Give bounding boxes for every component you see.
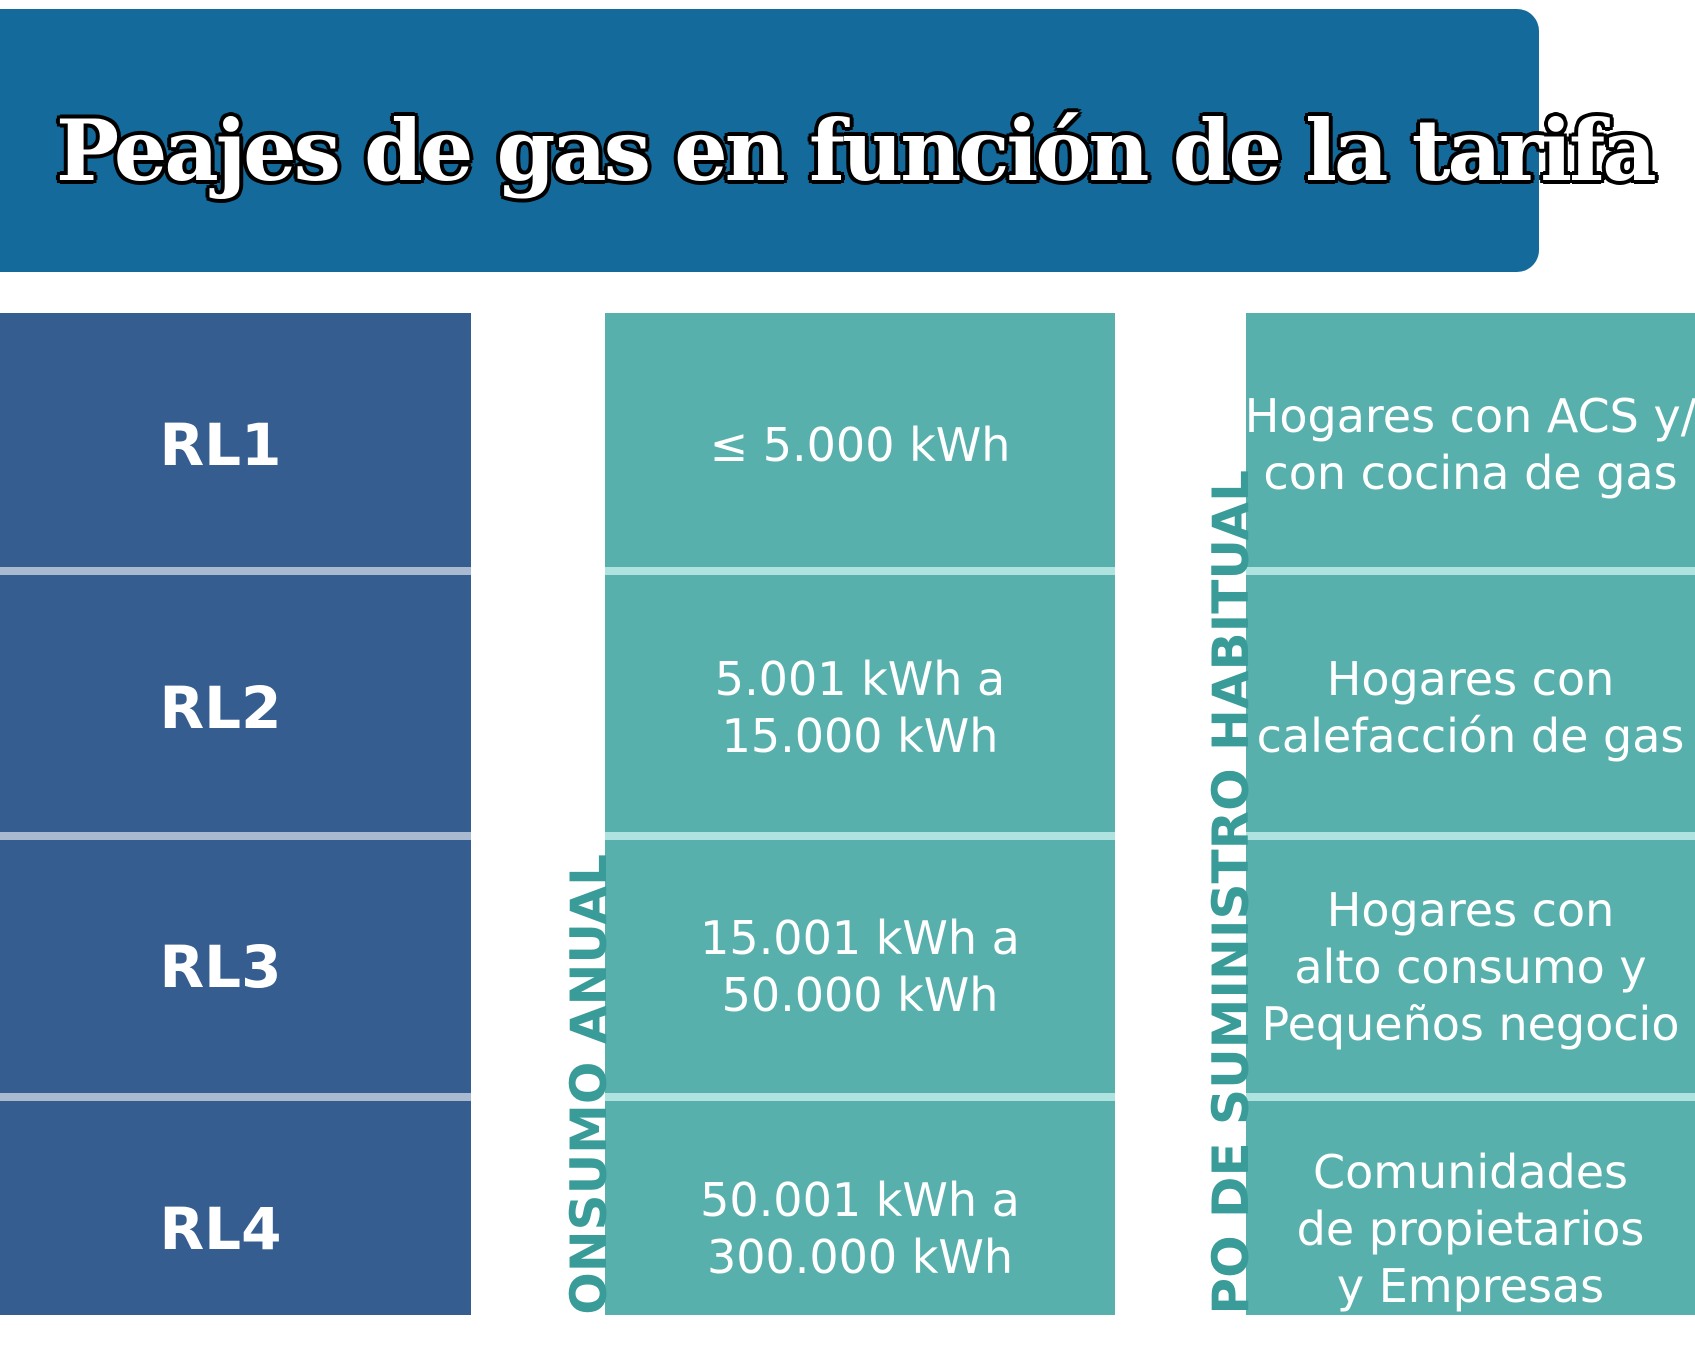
consumo-cell: 15.001 kWh a 50.000 kWh xyxy=(605,847,1115,1087)
tipo-line: de propietarios xyxy=(1296,1201,1645,1256)
header: Peajes de gas en función de la tarifa xyxy=(0,9,1657,272)
tipo-cell: Hogares con calefacción de gas xyxy=(1216,588,1695,828)
tipo-line: Comunidades xyxy=(1312,1144,1628,1199)
tipo-line: Hogares con xyxy=(1326,652,1615,706)
tipo-cell: Hogares con alto consumo y Pequeños negoci… xyxy=(1216,847,1695,1087)
tarifa: RL1 xyxy=(159,411,282,479)
title: Peajes de gas en función de la tarifa xyxy=(56,101,1657,200)
consumo-cell: ≤ 5.000 kWh xyxy=(605,325,1115,565)
row-separator xyxy=(0,832,471,840)
consumo-line: 15.000 kWh xyxy=(721,709,999,763)
tipo-column: Hogares con ACS y/con cocina de gas Hogar… xyxy=(1245,313,1695,1315)
tipo-line: calefacción de gas xyxy=(1256,709,1685,763)
row-separator xyxy=(605,567,1115,575)
tipo-line: Hogares con ACS y/ xyxy=(1244,389,1695,443)
tipo-line: Hogares con xyxy=(1326,882,1615,937)
tarifa-column: RL1 RL2 RL3 RL4 xyxy=(0,313,471,1315)
consumo-label: ONSUMO ANUAL xyxy=(560,854,618,1315)
consumo-line: ≤ 5.000 kWh xyxy=(709,417,1011,472)
row-separator xyxy=(605,1093,1115,1101)
tipo-cell: Hogares con ACS y/con cocina de gas xyxy=(1216,325,1695,565)
row-separator xyxy=(1246,832,1695,840)
row-separator xyxy=(0,567,471,575)
tarifa: RL4 xyxy=(159,1195,282,1263)
tipo-line: con cocina de gas xyxy=(1263,446,1678,500)
tipo-label: PO DE SUMINISTRO HABITUAL xyxy=(1202,470,1260,1315)
consumo-column: ≤ 5.000 kWh 5.001 kWh a 15.000 kWh 15.001 k… xyxy=(605,313,1115,1315)
consumo-line: 5.001 kWh a xyxy=(714,652,1006,706)
tipo-line: y Empresas xyxy=(1336,1258,1605,1313)
tipo-line: Pequeños negocio xyxy=(1261,996,1680,1051)
consumo-line: 300.000 kWh xyxy=(706,1230,1014,1284)
page: Peajes de gas en función de la tarifa RL… xyxy=(0,9,1695,1315)
row-separator xyxy=(1246,567,1695,575)
row-separator xyxy=(605,832,1115,840)
tarifa: RL3 xyxy=(159,933,282,1001)
tipo-line: alto consumo y xyxy=(1294,939,1647,994)
row-separator xyxy=(0,1093,471,1101)
consumo-line: 50.001 kWh a xyxy=(700,1173,1020,1227)
tipo-cell: Comunidades de propietarios y Empresas xyxy=(1216,1109,1695,1349)
row-separator xyxy=(1246,1093,1695,1101)
consumo-cell: 5.001 kWh a 15.000 kWh xyxy=(605,588,1115,828)
consumo-cell: 50.001 kWh a 300.000 kWh xyxy=(605,1109,1115,1349)
consumo-line: 15.001 kWh a xyxy=(700,911,1020,965)
consumo-line: 50.000 kWh xyxy=(721,968,999,1022)
tarifa: RL2 xyxy=(159,674,282,742)
